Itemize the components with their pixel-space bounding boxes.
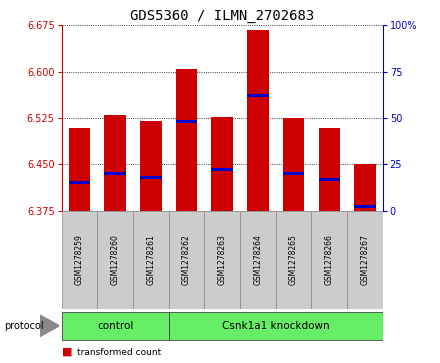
Bar <box>176 69 197 211</box>
Text: GSM1278263: GSM1278263 <box>218 234 227 285</box>
Polygon shape <box>40 315 59 337</box>
FancyBboxPatch shape <box>312 211 347 309</box>
Text: ■: ■ <box>62 347 72 357</box>
Bar <box>212 168 233 171</box>
Bar <box>176 120 197 123</box>
Bar <box>283 172 304 175</box>
Text: GSM1278267: GSM1278267 <box>360 234 370 285</box>
Text: transformed count: transformed count <box>77 348 161 356</box>
Bar <box>104 115 126 211</box>
FancyBboxPatch shape <box>204 211 240 309</box>
Bar <box>140 121 161 211</box>
Bar <box>247 30 268 211</box>
Text: GSM1278262: GSM1278262 <box>182 234 191 285</box>
FancyBboxPatch shape <box>97 211 133 309</box>
Bar <box>104 172 126 175</box>
Text: GSM1278264: GSM1278264 <box>253 234 262 285</box>
Text: protocol: protocol <box>4 321 44 331</box>
Bar <box>212 117 233 211</box>
Title: GDS5360 / ILMN_2702683: GDS5360 / ILMN_2702683 <box>130 9 314 23</box>
Bar <box>319 178 340 181</box>
Text: GSM1278265: GSM1278265 <box>289 234 298 285</box>
Text: Csnk1a1 knockdown: Csnk1a1 knockdown <box>222 321 330 331</box>
Bar <box>140 176 161 179</box>
FancyBboxPatch shape <box>240 211 276 309</box>
FancyBboxPatch shape <box>169 312 383 340</box>
Bar <box>69 129 90 211</box>
Bar <box>69 181 90 184</box>
Text: control: control <box>97 321 133 331</box>
FancyBboxPatch shape <box>169 211 204 309</box>
Text: GSM1278259: GSM1278259 <box>75 234 84 285</box>
Text: GSM1278260: GSM1278260 <box>110 234 120 285</box>
Bar <box>354 205 376 208</box>
FancyBboxPatch shape <box>133 211 169 309</box>
Bar <box>354 164 376 211</box>
FancyBboxPatch shape <box>276 211 312 309</box>
Text: GSM1278266: GSM1278266 <box>325 234 334 285</box>
Bar <box>283 118 304 211</box>
FancyBboxPatch shape <box>347 211 383 309</box>
Bar <box>247 94 268 97</box>
FancyBboxPatch shape <box>62 211 97 309</box>
Text: GSM1278261: GSM1278261 <box>147 234 155 285</box>
Bar <box>319 129 340 211</box>
FancyBboxPatch shape <box>62 312 169 340</box>
